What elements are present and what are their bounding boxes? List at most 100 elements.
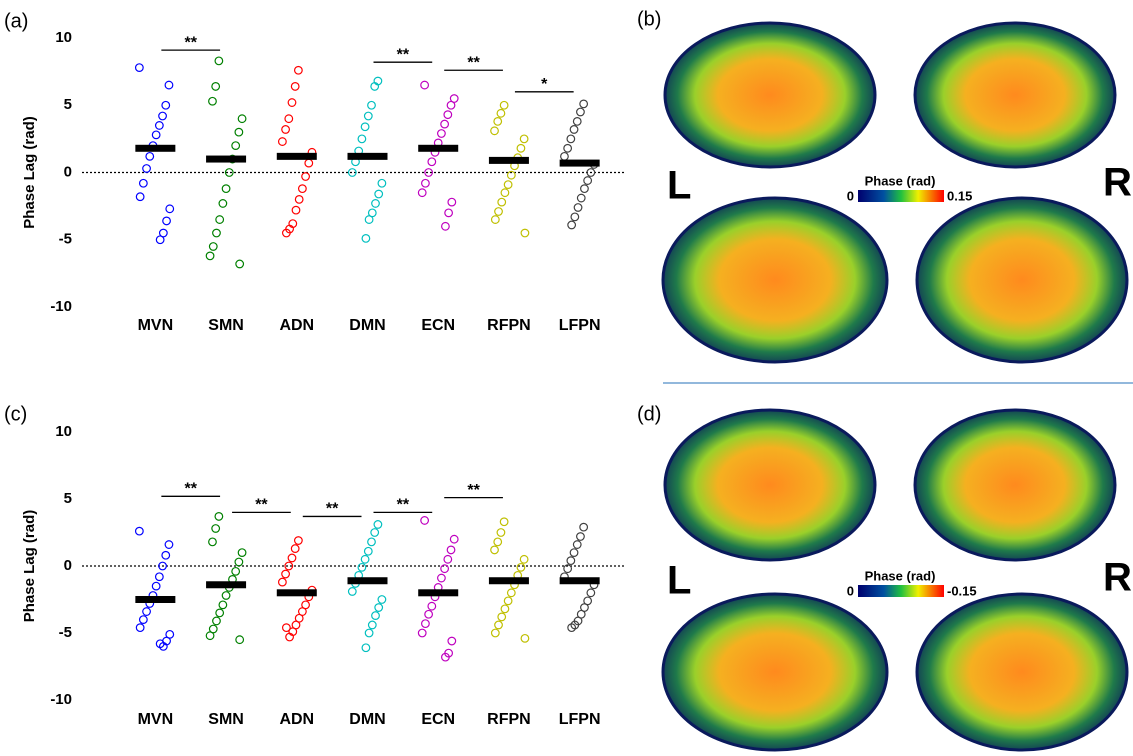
data-point (495, 621, 503, 629)
data-point (438, 130, 446, 138)
data-point (349, 588, 357, 596)
data-point (577, 194, 585, 202)
data-point (497, 529, 505, 537)
data-point (447, 546, 455, 554)
data-point (283, 624, 291, 632)
brain-image (915, 410, 1115, 560)
data-point (520, 135, 528, 143)
data-point (302, 173, 310, 181)
data-point (421, 517, 429, 525)
data-point (358, 564, 366, 572)
data-point (216, 216, 224, 224)
data-point (159, 112, 167, 120)
data-point (371, 529, 379, 537)
data-point (501, 189, 509, 197)
colorbar-tick-label: 0 (847, 583, 854, 598)
data-point (136, 624, 144, 632)
data-point (504, 597, 512, 605)
data-point (279, 578, 287, 586)
data-point (361, 556, 369, 564)
hemisphere-label: R (1103, 161, 1132, 205)
x-tick-label: MVN (138, 317, 174, 334)
data-point (361, 123, 369, 131)
data-point (368, 538, 376, 546)
data-point (374, 521, 382, 529)
data-point (206, 632, 214, 640)
data-point (500, 518, 508, 526)
data-point (219, 601, 227, 609)
mean-bar (135, 145, 175, 152)
data-point (215, 513, 223, 521)
data-point (365, 547, 373, 555)
data-point (587, 589, 595, 597)
data-point (500, 101, 508, 109)
data-point (504, 181, 512, 189)
data-point (494, 538, 502, 546)
data-point (418, 629, 426, 637)
data-point (568, 221, 576, 229)
significance-label: ** (184, 34, 197, 51)
data-point (508, 589, 516, 597)
data-point (165, 541, 173, 549)
data-point (166, 205, 174, 213)
data-point (216, 609, 224, 617)
data-point (448, 637, 456, 645)
mean-bar (489, 157, 529, 164)
data-point (213, 229, 221, 237)
data-point (209, 97, 217, 105)
data-point (564, 144, 572, 152)
data-point (573, 541, 581, 549)
data-point (288, 554, 296, 562)
x-tick-label: LFPN (559, 317, 601, 334)
y-tick-label: 0 (64, 163, 72, 180)
x-tick-label: ECN (421, 317, 455, 334)
y-tick-label: -10 (50, 298, 72, 315)
data-point (577, 533, 585, 541)
data-point (421, 81, 429, 89)
hemisphere-label: R (1103, 556, 1132, 600)
hemisphere-label: L (667, 559, 691, 603)
data-point (368, 101, 376, 109)
y-axis-title: Phase Lag (rad) (21, 510, 38, 623)
mean-bar (135, 596, 175, 603)
significance-label: ** (255, 497, 268, 514)
data-point (162, 551, 170, 559)
colorbar-tick-label: -0.15 (947, 583, 977, 598)
x-tick-label: SMN (208, 317, 244, 334)
data-point (152, 131, 160, 139)
brain-image (663, 198, 887, 362)
data-point (567, 557, 575, 565)
brain-image (665, 23, 875, 167)
data-point (567, 135, 575, 143)
data-point (520, 556, 528, 564)
data-point (580, 100, 588, 108)
y-tick-label: 0 (64, 557, 72, 574)
figure: (a)Phase Lag (rad)-10-50510MVNSMNADNDMNE… (0, 0, 1133, 756)
data-point (445, 209, 453, 217)
data-point (442, 223, 450, 231)
colorbar-tick-label: 0 (847, 188, 854, 203)
data-point (369, 621, 377, 629)
data-point (156, 122, 164, 130)
data-point (299, 185, 307, 193)
data-point (235, 128, 243, 136)
data-point (570, 549, 578, 557)
data-point (378, 596, 386, 604)
data-point (295, 537, 303, 545)
data-point (295, 196, 303, 204)
data-point (143, 608, 151, 616)
data-point (206, 252, 214, 260)
hemisphere-label: L (667, 164, 691, 208)
colorbar-tick-label: 0.15 (947, 188, 972, 203)
data-point (438, 574, 446, 582)
y-tick-label: -10 (50, 691, 72, 708)
data-point (561, 153, 569, 161)
x-tick-label: DMN (349, 711, 385, 728)
x-tick-label: DMN (349, 317, 385, 334)
data-point (362, 644, 370, 652)
y-tick-label: -5 (59, 231, 72, 248)
data-point (422, 179, 430, 187)
data-point (282, 570, 290, 578)
data-point (136, 193, 144, 201)
data-point (236, 636, 244, 644)
